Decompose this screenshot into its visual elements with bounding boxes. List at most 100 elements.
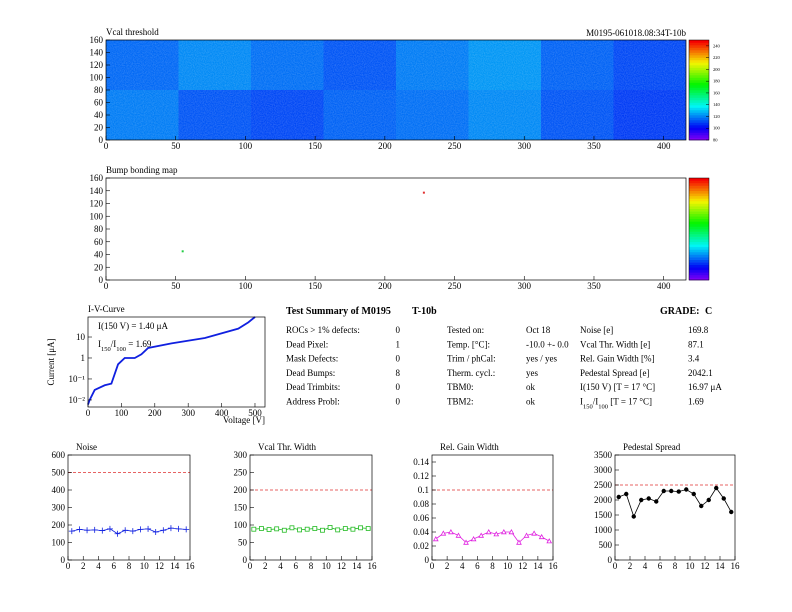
- data-line: [618, 487, 732, 518]
- summary-value: ok: [526, 397, 536, 407]
- marker: [455, 532, 462, 538]
- y-tick-label: 50: [238, 538, 248, 548]
- marker: [654, 499, 659, 504]
- y-tick-label: 140: [90, 48, 104, 58]
- x-tick-label: 300: [518, 141, 532, 151]
- x-tick-label: 2: [263, 561, 268, 571]
- plot-area: [432, 455, 553, 560]
- y-tick-label: 120: [90, 60, 104, 70]
- colorbar-step: [689, 60, 709, 63]
- y-tick-label: 0.08: [413, 499, 429, 509]
- y-tick-label: 500: [52, 468, 66, 478]
- x-tick-label: 16: [549, 561, 559, 571]
- summary-label: Address Probl:: [286, 397, 340, 407]
- colorbar-step: [689, 127, 709, 131]
- colorbar-label: 100: [713, 126, 721, 131]
- summary-value: ok: [526, 382, 536, 392]
- colorbar-step: [689, 229, 709, 232]
- colorbar-step: [689, 72, 709, 76]
- x-tick-label: 10: [140, 561, 150, 571]
- colorbar-step: [689, 42, 709, 46]
- colorbar-step: [689, 211, 709, 214]
- colorbar-step: [689, 244, 709, 248]
- colorbar-step: [689, 57, 709, 61]
- marker: [297, 527, 302, 533]
- y-tick-label: 80: [94, 85, 104, 95]
- colorbar-step: [689, 80, 709, 83]
- marker: [684, 487, 689, 492]
- x-tick-label: 12: [155, 561, 164, 571]
- x-tick-label: 150: [308, 141, 322, 151]
- colorbar-step: [689, 40, 709, 43]
- plot-area: [68, 455, 190, 560]
- plot-area: [615, 455, 735, 560]
- y-tick-label: 100: [52, 538, 66, 548]
- colorbar-step: [689, 216, 709, 220]
- y-tick-label: 80: [94, 224, 104, 234]
- colorbar-step: [689, 195, 709, 199]
- text-part: [T = 17 °C]: [608, 397, 652, 407]
- marker: [538, 533, 545, 540]
- text-part: /I: [593, 397, 599, 407]
- marker: [729, 509, 734, 515]
- colorbar-step: [689, 130, 709, 133]
- annotation: I(150 V) = 1.40 μA: [98, 321, 168, 331]
- summary-label: Pedestal Spread [e]: [580, 368, 649, 378]
- marker: [669, 488, 674, 494]
- x-tick-label: 6: [658, 561, 663, 571]
- colorbar-step: [689, 90, 709, 93]
- x-tick-label: 50: [171, 141, 181, 151]
- marker: [281, 527, 287, 533]
- y-tick-label: 0: [425, 555, 430, 565]
- marker: [320, 527, 325, 533]
- marker: [289, 525, 295, 531]
- bump-point: [422, 191, 425, 194]
- x-tick-label: 4: [643, 561, 648, 571]
- summary-value: yes: [526, 368, 538, 378]
- colorbar-label: 220: [713, 55, 721, 60]
- x-tick-label: 400: [657, 281, 671, 291]
- marker: [266, 527, 272, 532]
- colorbar-step: [689, 50, 709, 53]
- summary-label: Dead Trimbits:: [286, 382, 340, 392]
- plot-area: [106, 178, 686, 280]
- marker: [639, 497, 644, 503]
- text-part: 100: [116, 346, 126, 353]
- y-tick-label: 40: [94, 250, 104, 260]
- x-tick-label: 2: [628, 561, 633, 571]
- marker: [304, 526, 310, 532]
- colorbar-step: [689, 105, 709, 108]
- colorbar-step: [689, 236, 709, 240]
- summary-value: -10.0 +- 0.0: [526, 339, 569, 349]
- chart-title: Rel. Gain Width: [440, 442, 499, 452]
- y-tick-label: 120: [90, 199, 104, 209]
- colorbar-step: [689, 208, 709, 212]
- colorbar-label: 200: [713, 67, 721, 72]
- summary-value: 87.1: [688, 339, 704, 349]
- colorbar-frame: [688, 177, 710, 281]
- plot-area: [88, 317, 265, 407]
- x-tick-label: 100: [239, 141, 253, 151]
- y-tick-label: 250: [234, 468, 248, 478]
- y-tick-label: 160: [90, 173, 104, 183]
- marker: [84, 527, 91, 534]
- summary-value: 0: [396, 397, 401, 407]
- x-tick-label: 12: [337, 561, 346, 571]
- y-tick-label: 150: [234, 503, 248, 513]
- colorbar-step: [689, 92, 709, 96]
- y-tick-label: 0.1: [418, 485, 429, 495]
- x-tick-label: 100: [239, 281, 253, 291]
- marker: [432, 535, 439, 542]
- summary-label: Rel. Gain Width [%]: [580, 354, 654, 364]
- marker: [137, 526, 144, 533]
- colorbar-label: 120: [713, 114, 721, 119]
- module-label: M0195-061018.08:34T-10b: [586, 28, 686, 38]
- colorbar-step: [689, 254, 709, 258]
- marker: [523, 532, 530, 538]
- marker: [160, 527, 167, 534]
- colorbar-step: [689, 112, 709, 116]
- marker: [259, 526, 264, 531]
- colorbar-step: [689, 87, 709, 91]
- x-tick-label: 8: [127, 561, 132, 571]
